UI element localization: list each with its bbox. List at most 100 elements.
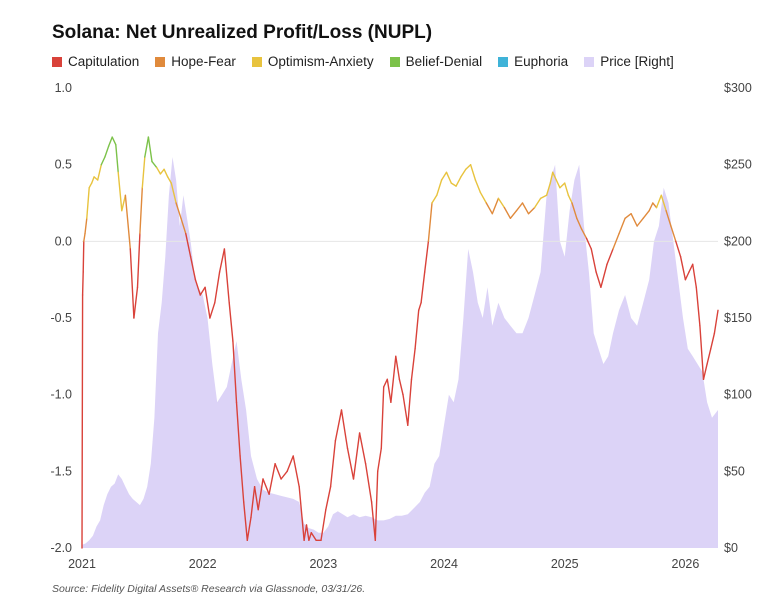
x-tick-label: 2023 [309, 557, 337, 571]
nupl-segment [624, 212, 632, 220]
nupl-segment [552, 171, 557, 181]
nupl-segment [139, 186, 144, 235]
nupl-segment [702, 363, 708, 380]
nupl-segment [395, 355, 401, 380]
legend-item-optimism-anxiety: Optimism-Anxiety [251, 54, 374, 69]
nupl-segment [334, 409, 343, 442]
nupl-segment [390, 355, 397, 403]
nupl-segment [521, 202, 530, 215]
nupl-segment [675, 240, 682, 258]
nupl-segment [612, 232, 620, 250]
nupl-segment [436, 179, 443, 197]
nupl-line-layer [81, 136, 719, 549]
nupl-segment [124, 194, 132, 250]
legend-item-euphoria: Euphoria [498, 54, 568, 69]
nupl-segment [246, 516, 252, 541]
nupl-segment [121, 194, 127, 212]
nupl-segment [81, 294, 84, 549]
nupl-segment [189, 256, 197, 281]
nupl-segment [156, 166, 162, 175]
nupl-segment [257, 478, 264, 511]
nupl-segment [346, 447, 355, 480]
nupl-segment [503, 206, 512, 220]
nupl-segment [684, 271, 690, 281]
nupl-segment [129, 248, 135, 319]
nupl-chart: 1.0 0.5 0.0 -0.5 -1.0 -1.5 -2.0 $300 $250 $200 $15… [50, 81, 752, 571]
nupl-segment [692, 263, 697, 288]
nupl-segment [377, 447, 382, 472]
y-right-tick-label: $250 [724, 158, 752, 172]
nupl-segment [660, 194, 667, 212]
nupl-segment [665, 209, 672, 227]
nupl-segment [151, 160, 158, 169]
nupl-segment [280, 470, 288, 480]
nupl-segment [445, 171, 452, 184]
chart-legend: Capitulation Hope-Fear Optimism-Anxiety … [52, 54, 674, 69]
nupl-segment [223, 248, 230, 304]
nupl-segment [305, 524, 310, 541]
nupl-segment [642, 209, 650, 220]
legend-label-hope-fear: Hope-Fear [171, 54, 236, 69]
nupl-segment [292, 455, 300, 488]
nupl-segment [214, 271, 221, 304]
price-area-layer [82, 157, 718, 548]
nupl-segment [491, 197, 500, 215]
legend-swatch-price [584, 56, 595, 67]
nupl-segment [370, 501, 376, 541]
y-right-tick-label: $300 [724, 81, 752, 95]
legend-label-price: Price [Right] [600, 54, 674, 69]
nupl-segment [590, 248, 597, 273]
source-note: Source: Fidelity Digital Assets® Researc… [52, 583, 366, 595]
nupl-segment [555, 179, 561, 189]
nupl-segment [679, 256, 687, 281]
y-right-tick-label: $0 [724, 541, 738, 555]
nupl-segment [242, 501, 249, 541]
nupl-segment [250, 486, 256, 518]
nupl-segment [636, 217, 644, 227]
legend-label-belief-denial: Belief-Denial [405, 54, 483, 69]
y-left-tick-label: -2.0 [50, 541, 72, 555]
nupl-segment [474, 179, 481, 194]
nupl-segment [199, 286, 206, 296]
y-right-tick-label: $200 [724, 234, 752, 248]
nupl-segment [485, 202, 493, 215]
nupl-segment [706, 348, 712, 365]
nupl-segment [465, 163, 472, 171]
legend-swatch-optimism-anxiety [251, 56, 262, 67]
nupl-segment [567, 194, 573, 204]
nupl-segment [585, 237, 592, 250]
legend-item-capitulation: Capitulation [52, 54, 139, 69]
nupl-segment [180, 217, 187, 235]
nupl-segment [83, 232, 86, 243]
legend-label-euphoria: Euphoria [514, 54, 569, 69]
nupl-segment [262, 478, 270, 495]
legend-item-hope-fear: Hope-Fear [155, 54, 236, 69]
nupl-segment [418, 302, 422, 311]
nupl-segment [424, 240, 430, 273]
nupl-segment [670, 225, 677, 243]
legend-swatch-euphoria [498, 56, 509, 67]
nupl-segment [86, 186, 90, 220]
nupl-segment [147, 136, 153, 163]
nupl-segment [185, 232, 192, 258]
legend-label-optimism-anxiety: Optimism-Anxiety [267, 54, 374, 69]
nupl-segment [564, 182, 570, 197]
nupl-segment [96, 163, 103, 181]
legend-label-capitulation: Capitulation [68, 54, 140, 69]
nupl-segment [580, 228, 588, 240]
nupl-segment [386, 378, 392, 403]
nupl-segment [235, 401, 241, 457]
nupl-segment [479, 191, 487, 204]
nupl-segment [111, 136, 117, 146]
nupl-segment [144, 136, 150, 158]
nupl-segment [407, 378, 413, 426]
nupl-segment [600, 263, 608, 288]
x-tick-label: 2024 [430, 557, 458, 571]
nupl-segment [107, 136, 113, 148]
nupl-segment [559, 182, 566, 189]
nupl-segment [364, 463, 373, 503]
nupl-segment [402, 394, 409, 426]
nupl-segment [595, 271, 602, 288]
nupl-segment [133, 286, 139, 319]
nupl-segment [539, 194, 548, 200]
